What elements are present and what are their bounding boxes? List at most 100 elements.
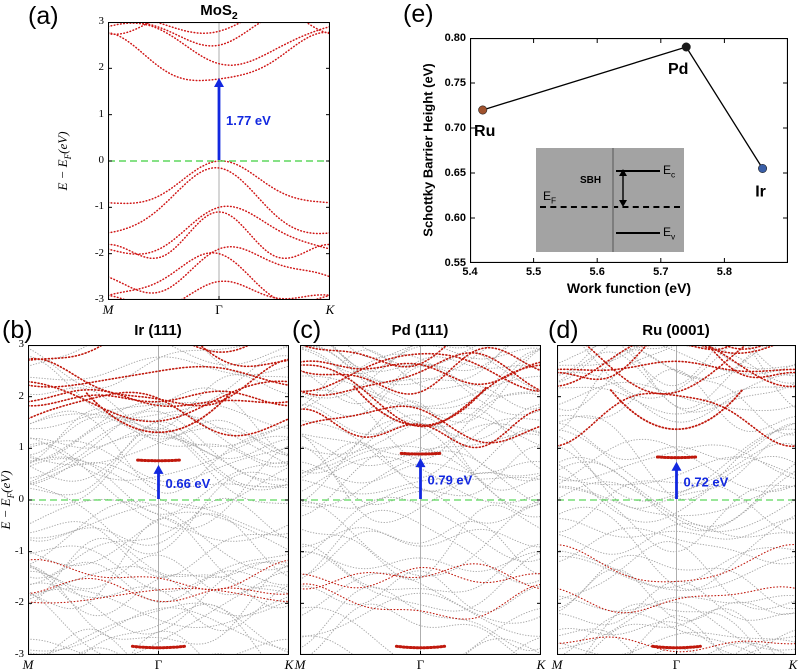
panel-b-label: (b) xyxy=(2,316,33,344)
band xyxy=(300,570,541,613)
sbh-arrow-head-down xyxy=(619,200,627,207)
band xyxy=(300,412,541,455)
band-lines xyxy=(300,345,541,655)
band-highlight xyxy=(722,345,767,350)
band-highlight xyxy=(300,583,541,620)
y-tick-label: 1 xyxy=(98,107,105,120)
band xyxy=(28,638,289,655)
band xyxy=(627,615,725,655)
band xyxy=(28,545,289,593)
band xyxy=(28,456,289,515)
fermi-level-label: EF xyxy=(543,189,557,206)
band xyxy=(300,349,541,410)
valence-band-label: Ev xyxy=(663,225,676,242)
band xyxy=(300,520,541,576)
y-tick-label: 0 xyxy=(18,493,25,505)
point-label-pd: Pd xyxy=(668,61,688,78)
band-highlight xyxy=(394,644,447,650)
data-point-pd xyxy=(681,42,691,52)
data-point-ir xyxy=(758,164,768,174)
y-tick-label: 0 xyxy=(98,154,105,166)
band xyxy=(108,205,330,255)
band-diagram-inset: EF Ec Ev SBH xyxy=(536,148,684,252)
band xyxy=(28,561,289,635)
x-tick-label: 5.8 xyxy=(716,266,733,278)
band xyxy=(300,404,541,441)
y-tick-label: 3 xyxy=(18,338,25,350)
band-highlight xyxy=(557,544,796,583)
panel-e-y-axis-label: Schottky Barrier Height (eV) xyxy=(420,63,436,237)
band-highlight xyxy=(28,391,289,437)
band xyxy=(300,461,541,484)
x-tick-label: K xyxy=(788,657,798,669)
gap-arrow-head xyxy=(415,458,426,468)
band xyxy=(300,543,541,593)
band xyxy=(300,346,541,428)
band xyxy=(557,601,796,651)
band xyxy=(28,588,289,628)
band xyxy=(300,496,541,563)
panel-a-title-sub: 2 xyxy=(231,10,238,22)
x-tick-label: M xyxy=(551,657,563,669)
panel-d-label: (d) xyxy=(548,316,579,344)
band-highlight xyxy=(557,345,796,381)
band-highlight xyxy=(651,644,702,650)
band xyxy=(28,408,289,468)
band xyxy=(28,345,289,376)
panel-a-y-axis-label: E − EF(eV) xyxy=(55,131,73,191)
gap-arrow-head xyxy=(153,464,164,474)
band-highlight xyxy=(557,360,796,373)
y-tick-label: -2 xyxy=(94,246,104,259)
band-highlight xyxy=(28,390,289,407)
band-highlight xyxy=(85,392,232,434)
interface-divider-line xyxy=(612,148,614,252)
band-highlight xyxy=(584,345,748,395)
band-highlight xyxy=(300,408,541,449)
band xyxy=(300,504,541,581)
y-tick-label: 0.55 xyxy=(444,257,466,269)
band xyxy=(557,345,796,375)
band xyxy=(557,461,796,532)
band xyxy=(300,572,541,624)
band-highlight xyxy=(609,389,744,431)
x-tick-label: Γ xyxy=(215,302,223,317)
x-tick-label: 5.7 xyxy=(653,266,669,278)
band-highlight xyxy=(300,352,541,393)
band xyxy=(581,345,732,399)
band xyxy=(300,356,541,405)
band xyxy=(28,498,289,542)
x-tick-label: M xyxy=(294,657,306,669)
y-tick-label: -1 xyxy=(14,544,24,557)
band xyxy=(108,211,330,260)
band xyxy=(28,427,289,466)
band-structure-plot-a: 1.77 eV xyxy=(108,22,330,300)
y-tick-label: -2 xyxy=(14,596,24,609)
band xyxy=(300,345,541,399)
y-tick-label: 0.65 xyxy=(444,167,466,179)
panel-d-title: Ru (0001) xyxy=(642,322,710,339)
gap-arrow-head xyxy=(214,77,224,87)
band-highlight xyxy=(28,345,289,368)
band-highlight xyxy=(300,566,541,589)
band xyxy=(557,547,796,588)
band xyxy=(28,410,289,494)
gap-annotation: 1.77 eV xyxy=(226,113,271,128)
band xyxy=(28,607,289,652)
x-tick-label: K xyxy=(325,302,335,317)
band xyxy=(28,517,289,610)
panel-e-x-axis-label: Work function (eV) xyxy=(566,280,692,296)
x-tick-label: 5.4 xyxy=(462,266,478,278)
band xyxy=(557,415,796,500)
point-label-ru: Ru xyxy=(474,123,495,140)
sbh-label: SBH xyxy=(580,175,602,186)
band xyxy=(28,413,289,447)
band-highlight xyxy=(557,345,796,388)
band-highlight xyxy=(28,380,289,423)
band-highlight xyxy=(353,385,488,427)
band-highlight xyxy=(300,360,541,386)
sbh-arrow-head-up xyxy=(619,169,627,176)
band-highlight xyxy=(28,587,289,604)
y-tick-label: -3 xyxy=(94,293,104,305)
band xyxy=(557,580,796,626)
